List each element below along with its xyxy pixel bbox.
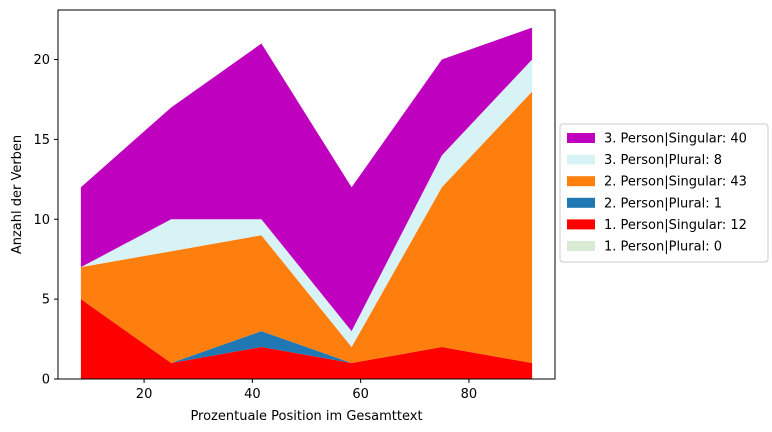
x-axis: 20 40 60 80 <box>136 379 477 402</box>
legend: 3. Person|Singular: 40 3. Person|Plural: … <box>559 123 769 263</box>
y-axis: 0 5 10 15 20 <box>33 53 58 388</box>
x-tick-label: 80 <box>461 387 478 402</box>
legend-swatch <box>567 154 595 165</box>
legend-swatch <box>567 133 595 143</box>
legend-label: 2. Person|Singular: 43 <box>604 175 747 190</box>
x-axis-label: Prozentuale Position im Gesamttext <box>190 409 422 424</box>
y-tick-label: 5 <box>42 293 50 308</box>
legend-swatch <box>567 219 595 230</box>
legend-label: 3. Person|Plural: 8 <box>604 153 722 168</box>
y-tick-label: 15 <box>33 133 50 148</box>
y-axis-label: Anzahl der Verben <box>10 135 25 254</box>
area-series-6 <box>80 27 533 332</box>
legend-swatch <box>567 176 595 187</box>
plot-frame <box>57 9 556 380</box>
legend-swatch <box>567 241 595 251</box>
x-tick-label: 60 <box>352 387 369 402</box>
area-series-group <box>80 27 533 379</box>
legend-label: 3. Person|Singular: 40 <box>604 132 747 147</box>
legend-label: 1. Person|Plural: 0 <box>604 240 722 255</box>
legend-swatch <box>567 197 595 208</box>
legend-label: 1. Person|Singular: 12 <box>604 218 747 233</box>
y-tick-label: 20 <box>33 53 50 68</box>
x-tick-label: 40 <box>244 387 261 402</box>
legend-label: 2. Person|Plural: 1 <box>604 196 722 211</box>
area-series-4 <box>80 91 533 364</box>
area-series-3 <box>80 299 533 364</box>
area-series-5 <box>80 59 533 348</box>
y-tick-label: 10 <box>33 213 50 228</box>
area-series-2 <box>80 299 533 379</box>
x-tick-label: 20 <box>136 387 153 402</box>
legend-frame <box>559 123 769 263</box>
y-tick-label: 0 <box>42 373 50 388</box>
